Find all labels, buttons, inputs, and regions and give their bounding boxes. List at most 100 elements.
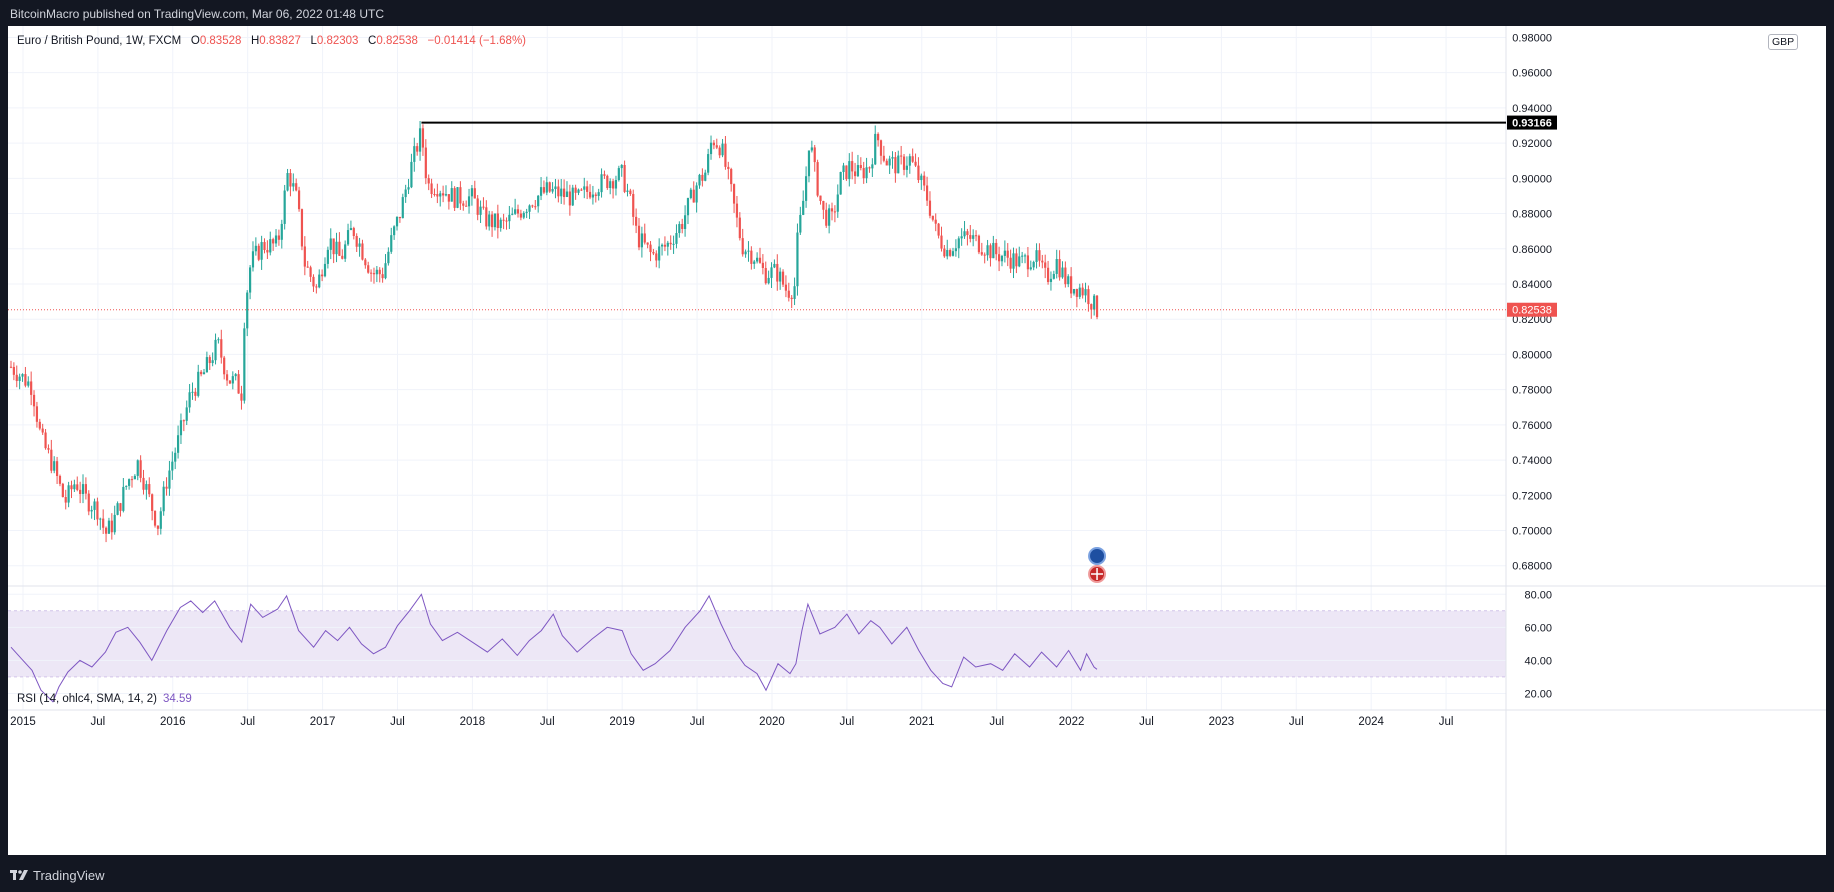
candle bbox=[162, 481, 165, 516]
candle-body bbox=[1055, 259, 1058, 274]
candle-body bbox=[165, 486, 168, 489]
candle bbox=[1052, 270, 1055, 280]
candle-body bbox=[577, 189, 580, 193]
price-tick-label: 0.82000 bbox=[1512, 314, 1552, 326]
candle bbox=[272, 237, 275, 251]
candle-body bbox=[142, 477, 145, 490]
candle bbox=[79, 481, 82, 504]
candle-body bbox=[807, 150, 811, 177]
candle bbox=[384, 254, 387, 280]
candle bbox=[882, 145, 885, 163]
candle-body bbox=[568, 191, 571, 206]
candle bbox=[796, 223, 799, 296]
candle bbox=[537, 194, 540, 213]
candle-body bbox=[277, 235, 281, 240]
candle-body bbox=[128, 479, 131, 486]
candle-body bbox=[312, 276, 315, 287]
candle bbox=[681, 218, 684, 234]
candle bbox=[136, 459, 139, 481]
candle bbox=[220, 329, 223, 364]
candle-body bbox=[58, 475, 62, 484]
candle-body bbox=[61, 483, 64, 498]
candle-body bbox=[70, 485, 73, 490]
candle-body bbox=[534, 206, 537, 208]
price-tick-label: 0.80000 bbox=[1512, 349, 1552, 361]
candle bbox=[580, 188, 583, 191]
candle bbox=[300, 208, 304, 251]
candle-body bbox=[980, 252, 983, 255]
candle bbox=[499, 217, 502, 232]
candle-body bbox=[943, 248, 946, 257]
candle-body bbox=[574, 187, 577, 193]
candle bbox=[67, 481, 70, 508]
chart-canvas[interactable]: 0.68000 0.70000 0.72000 0.74000 0.76000 0.780… bbox=[8, 26, 1826, 855]
candle-body bbox=[257, 245, 260, 260]
candle bbox=[476, 195, 479, 221]
candle-body bbox=[790, 297, 793, 299]
candle bbox=[626, 183, 629, 197]
candle-body bbox=[225, 374, 229, 381]
candle bbox=[171, 451, 174, 480]
candle-body bbox=[381, 274, 384, 279]
candle bbox=[159, 507, 162, 535]
candle-body bbox=[545, 182, 548, 193]
candle-body bbox=[525, 211, 528, 213]
candle-body bbox=[459, 187, 462, 204]
candle bbox=[1046, 260, 1050, 285]
candle-body bbox=[228, 380, 232, 384]
candle-body bbox=[894, 157, 897, 174]
candle bbox=[234, 373, 237, 381]
candle bbox=[1055, 249, 1058, 279]
candle bbox=[781, 269, 785, 288]
candle-body bbox=[47, 448, 50, 450]
candle bbox=[773, 259, 776, 269]
candle-body bbox=[243, 328, 246, 401]
candle bbox=[453, 186, 456, 211]
price-tick-label: 0.90000 bbox=[1512, 173, 1552, 185]
candle bbox=[865, 157, 868, 184]
candle bbox=[675, 224, 678, 249]
candle bbox=[534, 199, 537, 210]
candle-body bbox=[470, 188, 474, 197]
candle bbox=[1058, 250, 1061, 281]
high-value: 0.83827 bbox=[259, 35, 301, 47]
candle-body bbox=[658, 246, 661, 261]
candle bbox=[683, 205, 687, 237]
candle bbox=[1000, 254, 1004, 267]
candle bbox=[525, 208, 528, 219]
candle bbox=[606, 174, 609, 190]
candle-body bbox=[565, 191, 569, 198]
candle-body bbox=[125, 485, 128, 487]
candle bbox=[424, 139, 427, 185]
tradingview-brand[interactable]: TradingView bbox=[10, 866, 105, 884]
candle bbox=[519, 209, 522, 221]
currency-badge[interactable]: GBP bbox=[1768, 34, 1799, 50]
candle bbox=[306, 260, 309, 268]
candle-body bbox=[698, 174, 701, 186]
candle-body bbox=[295, 183, 298, 191]
candle bbox=[372, 267, 376, 284]
candle bbox=[21, 373, 24, 382]
candle bbox=[620, 164, 623, 177]
candle bbox=[482, 197, 485, 210]
candle bbox=[113, 505, 116, 535]
candle bbox=[122, 478, 125, 513]
candle-body bbox=[35, 406, 39, 422]
candle-body bbox=[669, 242, 672, 245]
candle bbox=[179, 413, 183, 444]
candle-body bbox=[436, 194, 439, 197]
candle bbox=[756, 252, 759, 264]
candle-body bbox=[951, 251, 955, 256]
candle-body bbox=[387, 251, 390, 264]
chart-panel[interactable]: 0.68000 0.70000 0.72000 0.74000 0.76000 0.780… bbox=[8, 26, 1826, 855]
candle bbox=[505, 217, 508, 230]
candle-body bbox=[41, 428, 44, 433]
candle bbox=[254, 237, 257, 256]
candle-body bbox=[511, 213, 514, 215]
candle bbox=[943, 244, 946, 258]
candle bbox=[877, 132, 880, 147]
candle-body bbox=[364, 259, 367, 266]
candle bbox=[479, 200, 482, 224]
candle bbox=[784, 275, 788, 298]
candle-body bbox=[223, 357, 226, 375]
